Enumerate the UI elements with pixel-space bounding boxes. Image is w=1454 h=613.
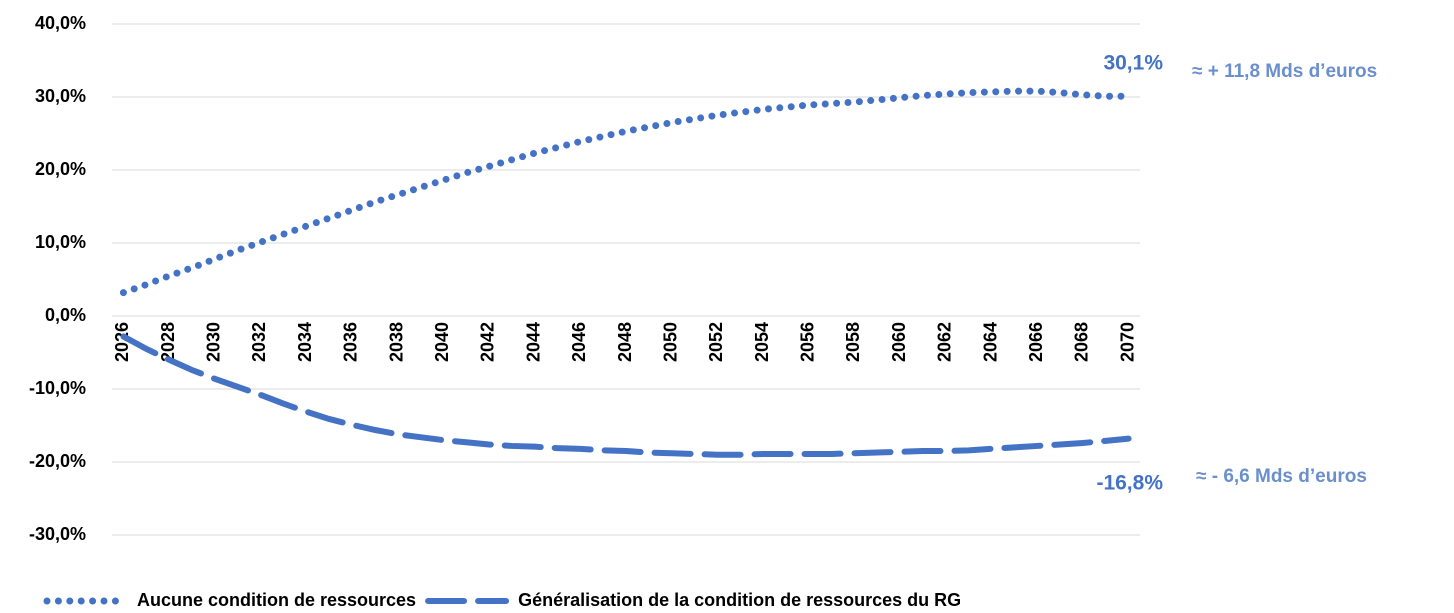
annotation: ≈ + 11,8 Mds d’euros [1192, 61, 1377, 82]
y-tick-label: 30,0% [35, 86, 86, 106]
x-tick-label: 2028 [158, 322, 178, 362]
x-tick-label: 2056 [798, 322, 818, 362]
x-tick-label: 2068 [1072, 322, 1092, 362]
y-tick-label: 0,0% [45, 305, 86, 325]
y-tick-label: 20,0% [35, 159, 86, 179]
x-tick-label: 2032 [249, 322, 269, 362]
x-tick-label: 2026 [112, 322, 132, 362]
x-tick-label: 2070 [1117, 322, 1137, 362]
x-tick-label: 2060 [889, 322, 909, 362]
y-tick-label: 10,0% [35, 232, 86, 252]
x-tick-label: 2034 [295, 322, 315, 362]
y-tick-label: -10,0% [29, 378, 86, 398]
y-tick-label: -30,0% [29, 524, 86, 544]
y-tick-label: 40,0% [35, 13, 86, 33]
x-tick-label: 2048 [615, 322, 635, 362]
x-tick-label: 2062 [935, 322, 955, 362]
annotation: ≈ - 6,6 Mds d’euros [1196, 466, 1367, 487]
x-tick-label: 2046 [569, 322, 589, 362]
x-tick-label: 2038 [386, 322, 406, 362]
annotation: -16,8% [1096, 472, 1163, 495]
legend-label: Aucune condition de ressources [137, 590, 416, 610]
x-tick-label: 2036 [341, 322, 361, 362]
series-line [119, 87, 1133, 297]
x-tick-label: 2058 [843, 322, 863, 362]
legend-label: Généralisation de la condition de ressou… [518, 590, 961, 610]
x-tick-label: 2044 [523, 322, 543, 362]
x-tick-label: 2040 [432, 322, 452, 362]
series-line [120, 333, 1132, 458]
x-tick-label: 2054 [752, 322, 772, 362]
x-tick-label: 2030 [204, 322, 224, 362]
x-tick-label: 2042 [478, 322, 498, 362]
x-tick-label: 2052 [706, 322, 726, 362]
x-tick-label: 2066 [1026, 322, 1046, 362]
annotation: 30,1% [1103, 52, 1163, 75]
y-tick-label: -20,0% [29, 451, 86, 471]
x-tick-label: 2064 [980, 322, 1000, 362]
x-tick-label: 2050 [660, 322, 680, 362]
